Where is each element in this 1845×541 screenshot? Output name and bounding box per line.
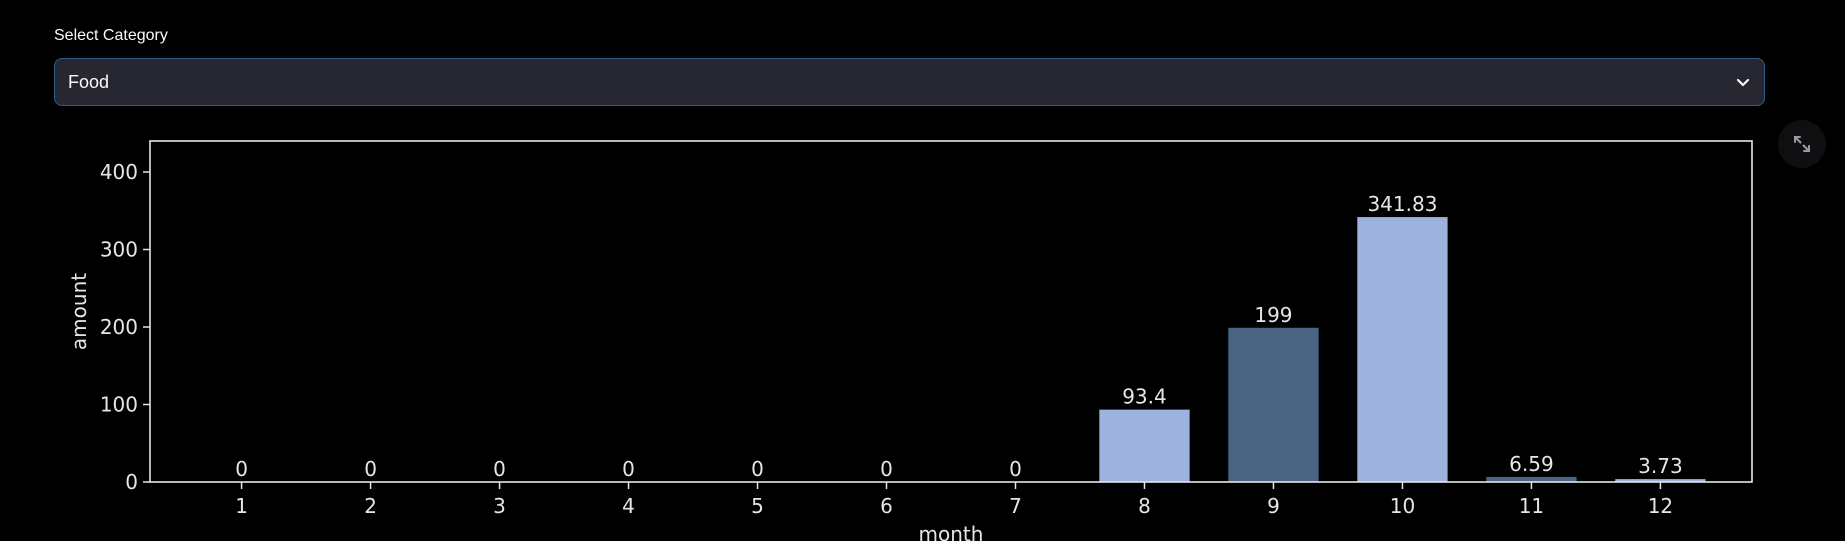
y-tick-label-100: 100 <box>100 393 138 417</box>
y-axis: 0 100 200 300 400 <box>100 160 150 494</box>
data-label-month-4: 0 <box>622 457 635 481</box>
data-label-month-3: 0 <box>493 457 506 481</box>
y-axis-label: amount <box>67 273 91 350</box>
select-category-label: Select Category <box>54 27 168 44</box>
x-tick-label-4: 4 <box>622 494 635 518</box>
data-label-month-1: 0 <box>235 457 248 481</box>
data-label-month-6: 0 <box>880 457 893 481</box>
category-select[interactable]: Food <box>54 58 1765 106</box>
x-tick-label-10: 10 <box>1390 494 1415 518</box>
category-select-value: Food <box>68 72 110 92</box>
data-label-month-7: 0 <box>1009 457 1022 481</box>
x-tick-label-5: 5 <box>751 494 764 518</box>
bar-month-8 <box>1099 409 1190 482</box>
x-tick-label-1: 1 <box>235 494 248 518</box>
x-tick-label-9: 9 <box>1267 494 1280 518</box>
bar-month-10 <box>1357 217 1448 482</box>
x-tick-label-2: 2 <box>364 494 377 518</box>
data-label-month-5: 0 <box>751 457 764 481</box>
bar-month-9 <box>1228 327 1319 482</box>
y-tick-label-0: 0 <box>125 470 138 494</box>
x-tick-label-6: 6 <box>880 494 893 518</box>
data-label-month-10: 341.83 <box>1367 192 1437 216</box>
x-axis: 1 2 3 4 5 6 7 8 9 10 11 12 <box>235 482 1673 518</box>
bars-group <box>1099 217 1706 482</box>
x-tick-label-8: 8 <box>1138 494 1151 518</box>
data-label-month-2: 0 <box>364 457 377 481</box>
chevron-down-icon <box>1734 73 1752 91</box>
y-tick-label-200: 200 <box>100 315 138 339</box>
bar-month-12 <box>1615 479 1706 482</box>
x-tick-label-11: 11 <box>1519 494 1544 518</box>
data-label-month-12: 3.73 <box>1638 454 1683 478</box>
y-tick-label-400: 400 <box>100 160 138 184</box>
data-labels-group: 0 0 0 0 0 0 0 93.4 199 341.83 6.59 3.73 <box>235 192 1682 481</box>
x-axis-label: month <box>919 522 984 541</box>
x-tick-label-12: 12 <box>1648 494 1673 518</box>
bar-month-11 <box>1486 476 1577 482</box>
y-tick-label-300: 300 <box>100 238 138 262</box>
fullscreen-button[interactable] <box>1778 120 1826 168</box>
data-label-month-8: 93.4 <box>1122 385 1167 409</box>
plot-frame <box>149 140 1753 483</box>
fullscreen-expand-icon <box>1794 136 1810 152</box>
data-label-month-11: 6.59 <box>1509 452 1554 476</box>
data-label-month-9: 199 <box>1254 303 1292 327</box>
x-tick-label-7: 7 <box>1009 494 1022 518</box>
x-tick-label-3: 3 <box>493 494 506 518</box>
